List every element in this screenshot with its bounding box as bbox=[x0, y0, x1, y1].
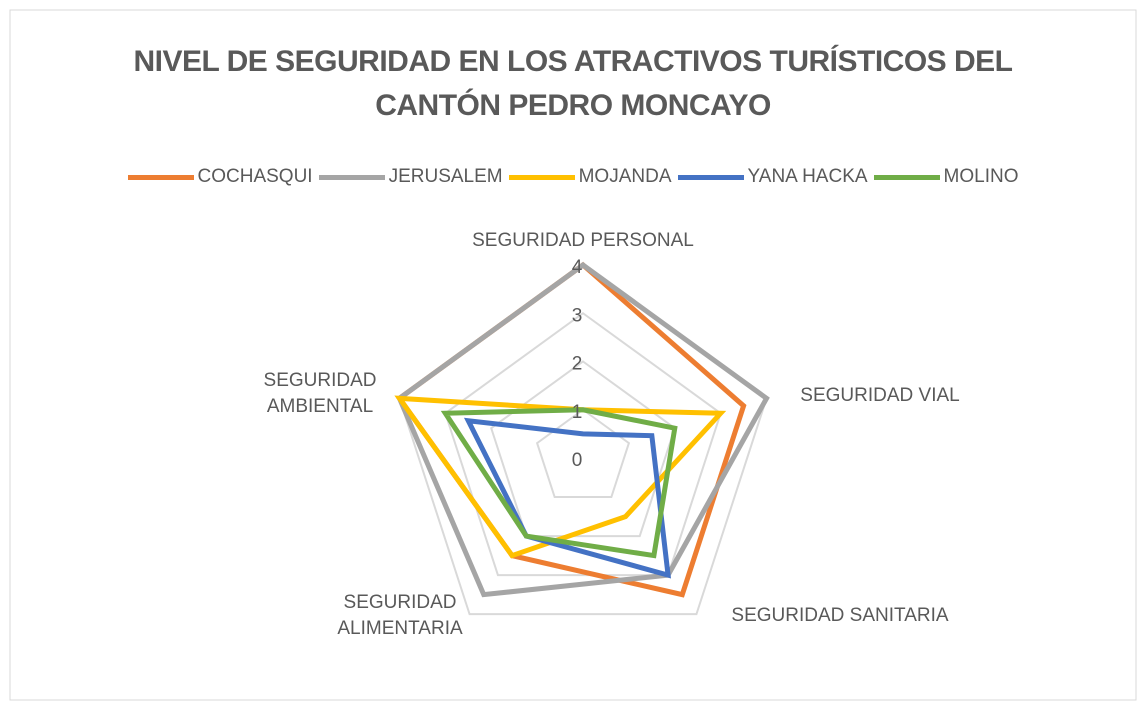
legend-swatch bbox=[677, 174, 744, 180]
chart-title: NIVEL DE SEGURIDAD EN LOS ATRACTIVOS TUR… bbox=[133, 45, 1013, 122]
grid-ring bbox=[490, 360, 676, 538]
legend-swatch bbox=[508, 174, 575, 180]
series-line bbox=[396, 261, 770, 598]
legend-item: MOLINO bbox=[873, 166, 1019, 188]
series-line bbox=[394, 395, 727, 559]
legend-item: JERUSALEM bbox=[318, 166, 503, 188]
axis-label: SEGURIDAD PERSONAL bbox=[472, 230, 694, 251]
legend-swatch bbox=[873, 174, 940, 180]
legend-label: MOLINO bbox=[943, 166, 1019, 187]
legend-item: MOJANDA bbox=[508, 166, 672, 188]
legend-item: YANA HACKA bbox=[677, 166, 868, 188]
grid-ring bbox=[444, 312, 722, 577]
legend-label: COCHASQUI bbox=[197, 166, 313, 187]
legend-swatch bbox=[318, 174, 385, 180]
legend-label: YANA HACKA bbox=[747, 166, 868, 187]
axis-label: SEGURIDAD SANITARIA bbox=[731, 605, 949, 626]
legend-label: MOJANDA bbox=[578, 166, 672, 187]
grid-ring bbox=[535, 408, 631, 499]
axis-label: SEGURIDAD AMBIENTAL bbox=[263, 370, 377, 417]
y-tick-label: 3 bbox=[572, 305, 583, 326]
y-tick-label: 4 bbox=[572, 257, 583, 278]
legend: COCHASQUI JERUSALEM MOJANDA YANA HACKA MOLIN… bbox=[0, 166, 1146, 188]
series-line bbox=[463, 417, 671, 579]
y-tick-label: 2 bbox=[572, 354, 583, 375]
axis-label: SEGURIDAD ALIMENTARIA bbox=[337, 592, 463, 639]
legend-label: JERUSALEM bbox=[388, 166, 503, 187]
legend-swatch bbox=[127, 174, 194, 180]
y-tick-label: 1 bbox=[572, 402, 583, 423]
axis-label: SEGURIDAD VIAL bbox=[800, 385, 960, 406]
series-line bbox=[440, 407, 678, 559]
legend-item: COCHASQUI bbox=[127, 166, 313, 188]
y-tick-label: 0 bbox=[572, 450, 583, 471]
